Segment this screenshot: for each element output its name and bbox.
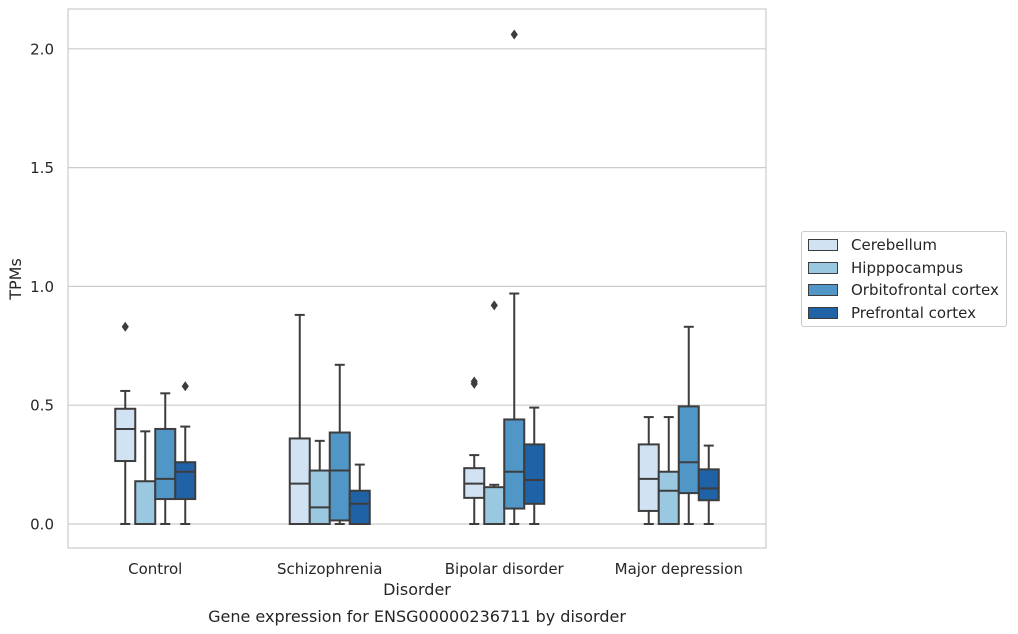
outlier-point: [490, 300, 498, 311]
box-iqr: [174, 461, 197, 501]
legend-item-prefrontal-cortex: Prefrontal cortex: [808, 303, 976, 323]
legend-item-orbitofrontal-cortex: Orbitofrontal cortex: [808, 280, 999, 300]
legend-swatch-prefrontal-cortex: [808, 307, 838, 319]
y-tick-label: 2.0: [30, 40, 54, 58]
box-2-3: [523, 406, 546, 525]
box-iqr: [288, 437, 311, 525]
outlier-point: [181, 381, 189, 392]
x-tick-label: Bipolar disorder: [445, 560, 565, 578]
box-3-3: [697, 444, 720, 525]
box-1-1: [308, 439, 331, 526]
box-groups: [114, 29, 720, 526]
box-2-1: [483, 300, 506, 525]
legend-item-cerebellum: Cerebellum: [808, 235, 937, 255]
box-iqr: [677, 405, 700, 495]
legend-label: Orbitofrontal cortex: [851, 281, 999, 299]
box-2-2: [503, 29, 526, 525]
legend-swatch-orbitofrontal-cortex: [808, 284, 838, 296]
box-iqr: [308, 469, 331, 526]
y-tick-label: 0.0: [30, 516, 54, 534]
x-tick-label: Major depression: [615, 560, 743, 578]
box-iqr: [134, 480, 157, 525]
x-axis-label: Disorder: [383, 580, 451, 599]
chart-title: Gene expression for ENSG00000236711 by d…: [208, 607, 626, 626]
y-tick-labels: 0.0 0.5 1.0 1.5 2.0: [30, 40, 54, 533]
x-tick-labels: Control Schizophrenia Bipolar disorder Majo…: [128, 560, 743, 578]
legend: Cerebellum Hipppocampus Orbitofrontal co…: [801, 231, 1007, 327]
box-iqr: [114, 407, 137, 463]
box-0-3: [174, 381, 197, 525]
box-iqr: [697, 468, 720, 502]
x-tick-label: Schizophrenia: [277, 560, 382, 578]
legend-swatch-cerebellum: [808, 239, 838, 251]
y-tick-label: 0.5: [30, 397, 54, 415]
box-iqr: [483, 486, 506, 525]
box-iqr: [503, 418, 526, 510]
legend-label: Hipppocampus: [851, 259, 964, 277]
box-2-0: [463, 376, 486, 525]
box-iqr: [523, 443, 546, 505]
box-1-3: [348, 463, 371, 525]
y-tick-label: 1.0: [30, 278, 54, 296]
x-tick-label: Control: [128, 560, 182, 578]
box-iqr: [154, 427, 177, 501]
box-3-2: [677, 325, 700, 525]
outlier-point: [121, 321, 129, 332]
box-0-1: [134, 430, 157, 525]
y-tick-label: 1.5: [30, 159, 54, 177]
box-0-0: [114, 321, 137, 525]
box-iqr: [637, 443, 660, 512]
box-1-2: [328, 363, 351, 525]
box-iqr: [657, 470, 680, 525]
box-iqr: [328, 431, 351, 522]
legend-swatch-hippocampus: [808, 262, 838, 274]
box-0-2: [154, 392, 177, 525]
outlier-point: [510, 29, 518, 40]
legend-label: Prefrontal cortex: [851, 304, 976, 322]
outlier-point: [470, 376, 478, 387]
box-iqr: [348, 489, 371, 525]
legend-item-hippocampus: Hipppocampus: [808, 258, 963, 278]
y-axis-label: TPMs: [6, 258, 25, 301]
box-3-1: [657, 416, 680, 525]
legend-label: Cerebellum: [851, 236, 937, 254]
